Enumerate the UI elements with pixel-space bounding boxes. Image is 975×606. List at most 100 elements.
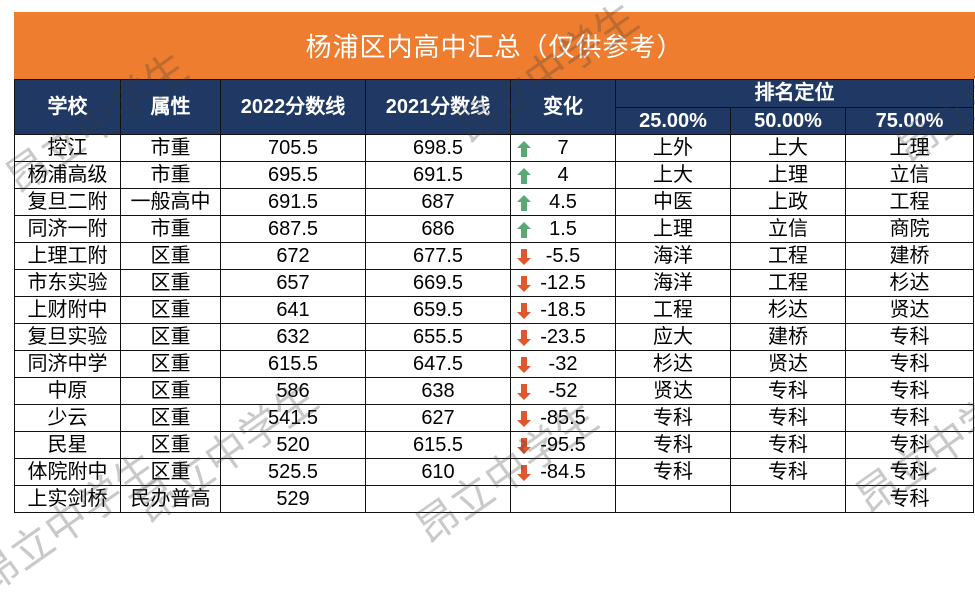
table-cell: 贤达 [845,296,974,324]
change-cell: 4.5 [510,188,616,216]
table-cell: 615.5 [365,431,511,459]
column-header: 75.00% [845,106,974,135]
table-cell: 541.5 [220,404,366,432]
table-cell: 中医 [615,188,731,216]
table-cell: 627 [365,404,511,432]
table-cell: 专科 [615,404,731,432]
change-value: -84.5 [540,461,586,483]
down-arrow [517,330,531,346]
table-cell: 同济一附 [14,215,121,243]
change-cell: 7 [510,134,616,162]
table-cell: 610 [365,458,511,486]
table-row: 上理工附 区重 672 677.5 -5.5 海洋 工程 建桥 [14,242,974,270]
table-cell [730,485,846,513]
change-value: 1.5 [549,218,577,240]
table-cell: 复旦二附 [14,188,121,216]
table-cell: 工程 [730,242,846,270]
table-row: 中原 区重 586 638 -52 贤达 专科 专科 [14,377,974,405]
table-cell: 建桥 [730,323,846,351]
up-arrow [517,141,531,157]
change-cell: -32 [510,350,616,378]
down-arrow [517,357,531,373]
table-cell: 上理 [615,215,731,243]
table-body: 控江 市重 705.5 698.5 7 上外 上大 上理 杨浦高级 市重 695.5 691.5 4 上大… [14,134,974,513]
table-cell [365,485,511,513]
table-cell: 区重 [120,323,221,351]
table-cell: 525.5 [220,458,366,486]
table-cell: 698.5 [365,134,511,162]
change-cell: -5.5 [510,242,616,270]
table-cell: 专科 [615,431,731,459]
table-cell: 655.5 [365,323,511,351]
up-arrow [517,222,531,238]
table-cell: 上理 [730,161,846,189]
change-value: -18.5 [540,299,586,321]
change-cell: -52 [510,377,616,405]
table-cell: 区重 [120,296,221,324]
table-cell: 市东实验 [14,269,121,297]
change-cell: -84.5 [510,458,616,486]
table-cell: 应大 [615,323,731,351]
table-cell: 上大 [615,161,731,189]
table-cell: 杉达 [730,296,846,324]
header-row: 25.00% 50.00% 75.00% [15,106,974,135]
table-cell: 区重 [120,431,221,459]
table-cell: 中原 [14,377,121,405]
table-cell: 705.5 [220,134,366,162]
table-cell: 商院 [845,215,974,243]
change-value: -95.5 [540,434,586,456]
table-cell: 同济中学 [14,350,121,378]
down-arrow [517,411,531,427]
table-cell: 市重 [120,134,221,162]
table-cell: 区重 [120,404,221,432]
table-cell: 672 [220,242,366,270]
table-cell: 687.5 [220,215,366,243]
table-row: 市东实验 区重 657 669.5 -12.5 海洋 工程 杉达 [14,269,974,297]
table-cell: 市重 [120,161,221,189]
table-row: 同济一附 市重 687.5 686 1.5 上理 立信 商院 [14,215,974,243]
column-header: 25.00% [615,106,731,135]
down-arrow [517,438,531,454]
table-cell: 上政 [730,188,846,216]
change-value: 4.5 [549,191,577,213]
table-row: 上财附中 区重 641 659.5 -18.5 工程 杉达 贤达 [14,296,974,324]
up-arrow [517,168,531,184]
change-cell: 1.5 [510,215,616,243]
table-cell: 专科 [615,458,731,486]
table-cell: 海洋 [615,269,731,297]
table-cell: 专科 [730,404,846,432]
change-cell [510,485,616,513]
table-cell: 641 [220,296,366,324]
table-cell: 677.5 [365,242,511,270]
table-cell: 657 [220,269,366,297]
change-value: -32 [548,353,578,375]
table-cell: 专科 [730,377,846,405]
table-cell: 专科 [845,458,974,486]
table-cell: 专科 [845,350,974,378]
table-cell [615,485,731,513]
table-row: 体院附中 区重 525.5 610 -84.5 专科 专科 专科 [14,458,974,486]
table-cell: 695.5 [220,161,366,189]
change-value: -5.5 [545,245,581,267]
down-arrow [517,276,531,292]
change-cell: -23.5 [510,323,616,351]
table-cell: 工程 [615,296,731,324]
table-cell: 632 [220,323,366,351]
table-cell: 少云 [14,404,121,432]
table-cell: 工程 [730,269,846,297]
table-header: 学校 属性 2022分数线 2021分数线 变化 排名定位 25.00% 50.00% 75.0… [14,79,974,135]
change-cell: 4 [510,161,616,189]
up-arrow [517,195,531,211]
header-row: 学校 属性 2022分数线 2021分数线 变化 排名定位 [14,79,974,135]
table-cell: 体院附中 [14,458,121,486]
table-cell: 669.5 [365,269,511,297]
table-cell: 上实剑桥 [14,485,121,513]
change-value: 4 [557,164,569,186]
down-arrow [517,465,531,481]
table-cell: 市重 [120,215,221,243]
column-header: 变化 [510,79,616,135]
table-row: 复旦二附 一般高中 691.5 687 4.5 中医 上政 工程 [14,188,974,216]
table-cell: 区重 [120,350,221,378]
table-cell: 专科 [845,377,974,405]
